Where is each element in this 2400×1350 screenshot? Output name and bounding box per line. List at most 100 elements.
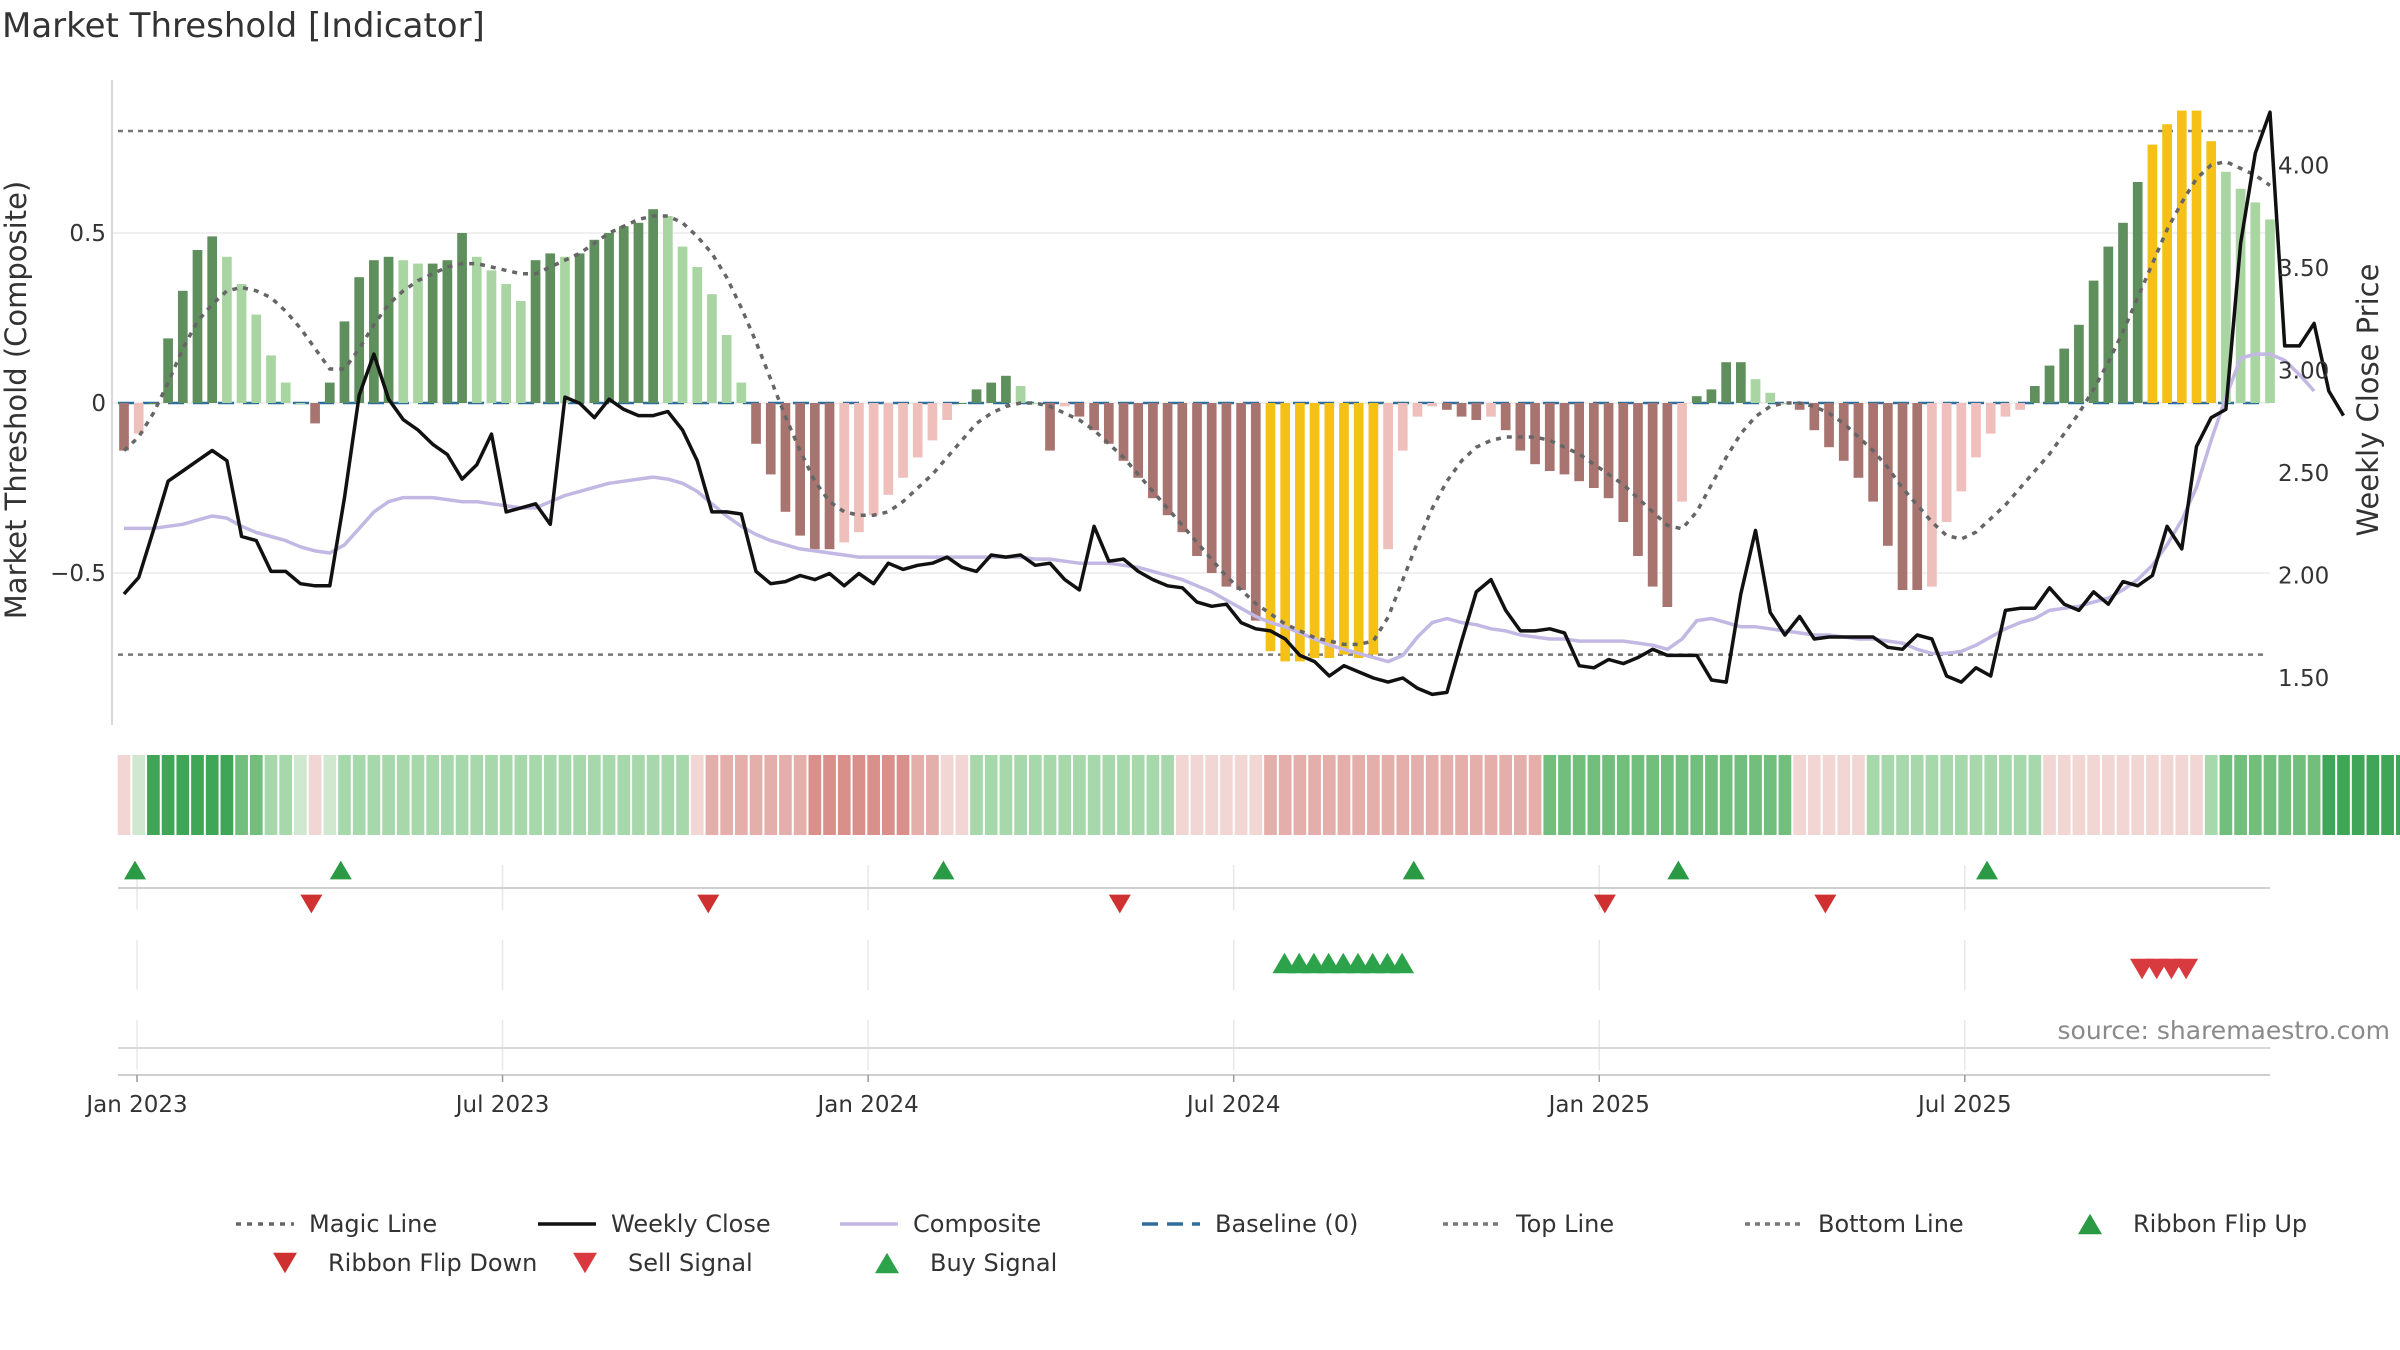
ribbon-cell-102: [1616, 755, 1630, 835]
ribbon-cell-85: [1367, 755, 1380, 835]
composite-bar-127: [1985, 403, 1996, 434]
ribbon-cell-86: [1381, 755, 1395, 835]
composite-bar-49: [839, 403, 850, 543]
composite-bar-86: [1383, 403, 1393, 550]
ribbon-cell-50: [852, 755, 866, 835]
composite-bar-83: [1339, 403, 1349, 655]
composite-bar-72: [1177, 403, 1188, 533]
ribbon-cell-147: [2278, 755, 2292, 835]
source-note: source: sharemaestro.com: [2057, 1016, 2391, 1045]
ribbon-cell-64: [1058, 755, 1072, 835]
ribbon-cell-82: [1322, 755, 1336, 835]
ribbon-cell-134: [2087, 755, 2100, 835]
composite-bar-128: [2000, 403, 2011, 417]
y-right-tick-1: 3.50: [2278, 256, 2329, 282]
composite-bar-85: [1368, 403, 1379, 655]
composite-bar-92: [1471, 403, 1482, 420]
composite-bar-79: [1280, 403, 1291, 662]
composite-bar-93: [1486, 403, 1496, 417]
composite-bar-28: [530, 260, 541, 403]
ribbon-cell-57: [955, 755, 969, 835]
composite-bar-29: [545, 253, 556, 403]
composite-bar-17: [369, 260, 379, 403]
x-tick-label-1: Jul 2023: [454, 1092, 550, 1118]
ribbon-cell-51: [867, 755, 880, 835]
ribbon-cell-146: [2263, 755, 2277, 835]
legend-label-baseline-0: Baseline (0): [1215, 1210, 1358, 1238]
composite-bar-27: [516, 301, 526, 403]
composite-bar-4: [177, 290, 188, 403]
ribbon-cell-138: [2146, 755, 2159, 835]
ribbon-cell-72: [1175, 755, 1189, 835]
ribbon-cell-90: [1440, 755, 1454, 835]
ribbon-cell-94: [1499, 755, 1513, 835]
composite-bar-22: [442, 260, 453, 403]
ribbon-cell-69: [1131, 755, 1145, 835]
composite-bar-59: [986, 382, 997, 403]
ribbon-cell-132: [2057, 755, 2071, 835]
composite-bar-47: [809, 403, 820, 550]
ribbon-cell-9: [249, 755, 263, 835]
ribbon-cell-107: [1690, 755, 1704, 835]
ribbon-cell-23: [455, 755, 469, 835]
ribbon-cell-81: [1308, 755, 1321, 835]
composite-bar-71: [1162, 403, 1173, 516]
composite-bar-68: [1118, 403, 1129, 461]
composite-bar-7: [222, 256, 232, 403]
ribbon-cell-21: [426, 755, 440, 835]
composite-bar-43: [751, 403, 761, 444]
ribbon-cell-96: [1528, 755, 1542, 835]
composite-bar-123: [1927, 403, 1937, 587]
ribbon-cell-97: [1543, 755, 1557, 835]
ribbon-cell-149: [2307, 755, 2321, 835]
composite-bar-146: [2265, 219, 2275, 403]
composite-bar-103: [1633, 403, 1643, 556]
composite-bar-32: [589, 239, 600, 403]
ribbon-cell-129: [2013, 755, 2027, 835]
x-tick-label-3: Jul 2024: [1185, 1092, 1281, 1118]
composite-bar-3: [163, 338, 173, 403]
composite-bar-90: [1442, 403, 1452, 410]
ribbon-cell-122: [1910, 755, 1924, 835]
x-tick-label-5: Jul 2025: [1916, 1092, 2012, 1118]
ribbon-cell-127: [1984, 755, 1998, 835]
ribbon-cell-68: [1117, 755, 1130, 835]
composite-bar-65: [1074, 403, 1085, 417]
ribbon-cell-151: [2337, 755, 2350, 835]
composite-bar-44: [765, 403, 776, 475]
ribbon-flip-up-marker-2: [932, 860, 955, 880]
ribbon-cell-125: [1954, 755, 1968, 835]
ribbon-cell-44: [764, 755, 778, 835]
composite-bar-116: [1824, 403, 1834, 448]
composite-bar-0: [119, 403, 129, 451]
ribbon-cell-92: [1469, 755, 1483, 835]
ribbon-flip-down-marker-4: [1814, 894, 1837, 914]
composite-bar-10: [266, 355, 276, 403]
ribbon-flip-down-marker-1: [697, 894, 720, 914]
composite-bar-138: [2147, 144, 2158, 403]
ribbon-cell-27: [514, 755, 528, 835]
composite-bar-6: [207, 236, 218, 403]
composite-bar-9: [251, 314, 262, 403]
legend-label-buy-signal: Buy Signal: [930, 1249, 1057, 1277]
composite-bar-101: [1603, 403, 1614, 499]
composite-bar-120: [1882, 403, 1893, 546]
composite-bar-110: [1735, 362, 1746, 403]
composite-bar-145: [2250, 202, 2261, 403]
ribbon-strip: [117, 755, 2400, 835]
ribbon-cell-100: [1587, 755, 1601, 835]
composite-bar-56: [942, 403, 952, 420]
ribbon-cell-112: [1763, 755, 1777, 835]
ribbon-cell-84: [1352, 755, 1366, 835]
ribbon-cell-109: [1719, 755, 1733, 835]
ribbon-cell-35: [632, 755, 645, 835]
ribbon-cell-53: [896, 755, 910, 835]
composite-bar-144: [2235, 188, 2246, 403]
composite-bar-134: [2088, 280, 2099, 403]
composite-bar-132: [2059, 348, 2070, 403]
ribbon-cell-140: [2175, 755, 2189, 835]
ribbon-cell-73: [1190, 755, 1204, 835]
composite-bar-70: [1148, 403, 1158, 499]
ribbon-cell-52: [881, 755, 895, 835]
composite-bar-129: [2015, 403, 2025, 410]
